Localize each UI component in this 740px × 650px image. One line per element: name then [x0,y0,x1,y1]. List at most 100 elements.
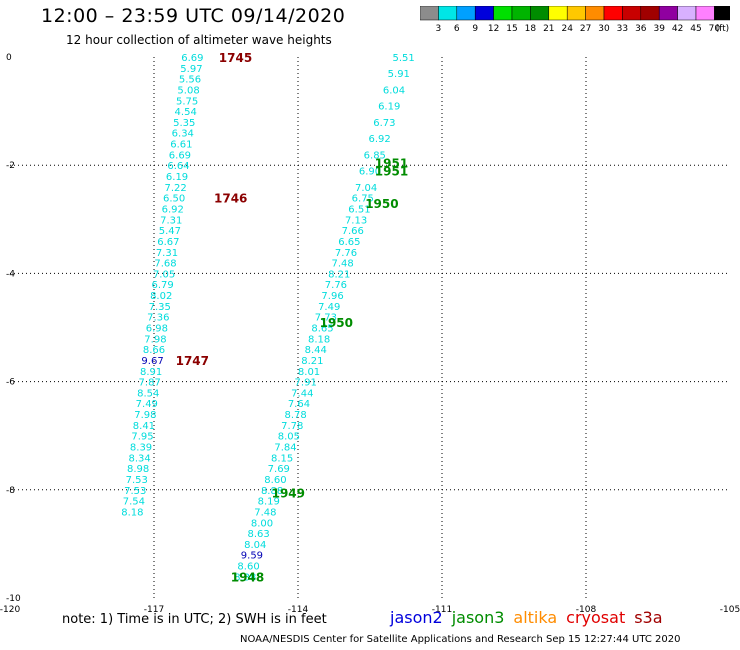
wave-height-point: 8.98 [127,464,149,475]
time-label: 1746 [214,192,247,206]
colorbar-level: 27 [580,24,591,34]
wave-height-point: 6.19 [378,102,400,113]
y-tick-label: -6 [6,378,15,388]
wave-height-point: 7.54 [123,497,145,508]
wave-height-point: 7.95 [131,432,153,443]
wave-height-point: 8.21 [301,356,323,367]
legend-s3a: s3a [634,608,663,627]
wave-height-point: 6.65 [338,237,360,248]
wave-height-colorbar: 3 6 9 12 15 18 21 24 27 30 33 36 39 42 45 70(ft) [420,6,730,34]
wave-height-point: 7.35 [149,302,171,313]
wave-height-point: 7.78 [281,421,303,432]
colorbar-level: 42 [672,24,683,34]
colorbar-level: 36 [635,24,647,34]
wave-height-point: 7.31 [160,215,182,226]
wave-height-point: 6.75 [352,194,374,205]
colorbar-level: 33 [617,24,628,34]
wave-height-point: 8.66 [143,345,165,356]
wave-height-point: 6.04 [383,85,405,96]
wave-height-point: 5.56 [179,75,201,86]
wave-height-point: 8.41 [133,421,155,432]
wave-height-point: 6.73 [373,118,395,129]
wave-height-point: 8.19 [258,497,280,508]
wave-height-point: 6.90 [359,167,381,178]
wave-height-point: 4.54 [175,107,197,118]
wave-height-point: 6.19 [166,172,188,183]
time-label: 1951 [375,156,408,170]
colorbar-level: 6 [454,24,460,34]
wave-height-point: 6.85 [364,150,386,161]
x-tick-label: -108 [576,605,597,615]
wave-height-point: 8.34 [128,453,150,464]
legend-jason2: jason2 [390,608,443,627]
wave-height-point: 9.67 [141,356,163,367]
wave-height-point: 7.53 [124,486,146,497]
y-tick-label: -10 [6,594,21,604]
wave-height-point: 7.64 [288,399,310,410]
colorbar-level: 45 [690,24,701,34]
wave-height-point: 6.67 [157,237,179,248]
colorbar-level: 9 [472,24,478,34]
wave-height-point: 8.05 [278,432,300,443]
wave-height-point: 5.08 [177,85,199,96]
wave-height-point: 6.92 [162,204,184,215]
wave-height-point: 7.31 [156,248,178,259]
colorbar-level: 21 [543,24,554,34]
wave-height-point: 7.91 [295,378,317,389]
colorbar-unit: (ft) [716,24,730,34]
colorbar-level: 30 [598,24,610,34]
time-label: 1950 [320,316,353,330]
wave-height-point: 9.59 [241,551,263,562]
wave-height-point: 8.02 [150,291,172,302]
y-tick-label: -8 [6,486,15,496]
wave-height-point: 6.50 [163,194,185,205]
y-tick-label: 0 [6,53,12,63]
wave-height-point: 7.98 [144,334,166,345]
wave-height-point: 8.91 [140,367,162,378]
wave-height-point: 8.00 [251,518,273,529]
colorbar-level: 3 [436,24,442,34]
wave-height-point: 5.51 [392,53,414,64]
time-label: 1745 [219,51,252,65]
wave-height-point: 8.88 [261,486,283,497]
wave-height-point: 7.13 [345,215,367,226]
wave-height-point: 5.35 [173,118,195,129]
x-tick-label: -120 [0,605,20,615]
wave-height-point: 8.44 [305,345,327,356]
credit-line: NOAA/NESDIS Center for Satellite Applica… [240,634,681,645]
wave-height-point: 8.78 [284,410,306,421]
colorbar-level: 15 [506,24,517,34]
wave-height-point: 6.98 [146,324,168,335]
wave-height-point: 6.34 [172,129,194,140]
wave-height-point: 7.66 [342,226,364,237]
y-tick-label: -4 [6,269,15,279]
wave-height-point: 8.54 [137,388,159,399]
wave-height-point: 7.44 [291,388,313,399]
wave-height-point: 5.91 [388,69,410,80]
time-label: 1747 [176,354,209,368]
colorbar-level: 18 [525,24,537,34]
chart-subtitle: 12 hour collection of altimeter wave hei… [66,33,332,47]
wave-height-point: 7.87 [139,378,161,389]
colorbar-level: 12 [488,24,499,34]
time-label: 1949 [272,487,305,501]
x-tick-label: -114 [288,605,309,615]
colorbar-swatch [714,6,730,21]
wave-height-point: 6.61 [170,140,192,151]
wave-height-point: 7.48 [254,507,276,518]
wave-height-point: 7.98 [134,410,156,421]
legend-cryosat: cryosat [566,608,626,627]
wave-height-point: 5.75 [176,96,198,107]
legend-altika: altika [513,608,558,627]
wave-height-point: 7.49 [318,302,340,313]
wave-height-point: 6.64 [167,161,189,172]
wave-height-point: 7.68 [154,259,176,270]
wave-height-point: 6.51 [348,204,370,215]
wave-height-point: 8.38 [234,572,256,583]
x-tick-label: -105 [720,605,740,615]
y-tick-label: -2 [6,161,15,171]
wave-height-point: 8.39 [130,443,152,454]
wave-height-point: 7.73 [315,313,337,324]
colorbar-level: 39 [653,24,665,34]
